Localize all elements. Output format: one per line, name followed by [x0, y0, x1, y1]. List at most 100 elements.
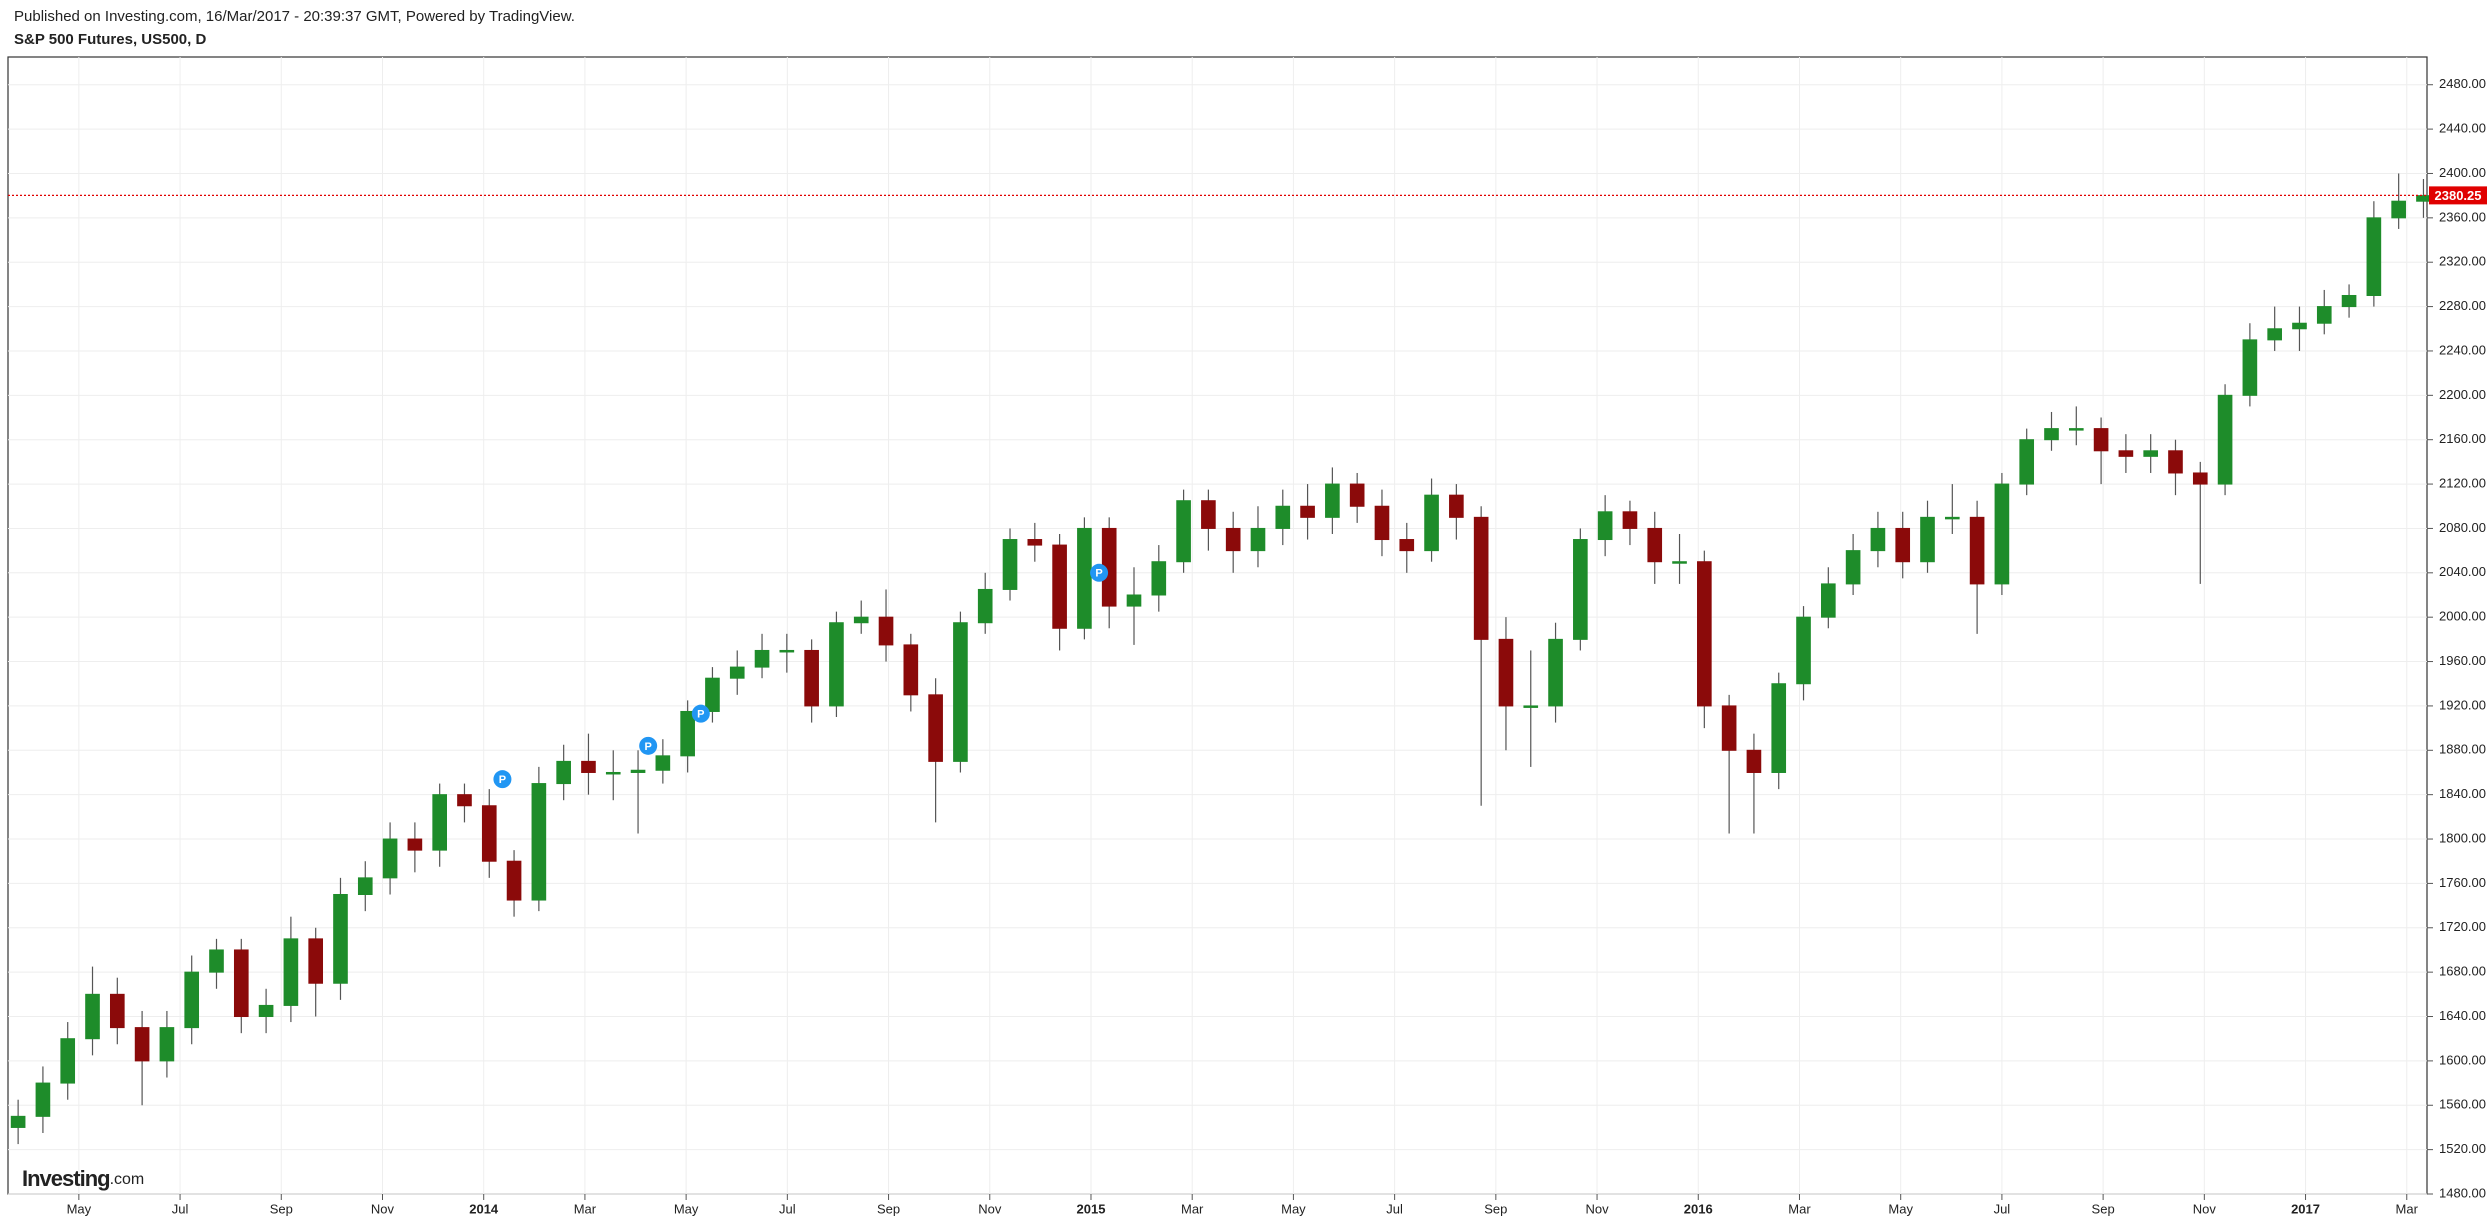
candle-body: [357, 877, 373, 895]
y-tick-label: 2040.00: [2439, 564, 2486, 579]
candle-body: [2366, 217, 2382, 296]
candle-body: [2341, 294, 2357, 308]
candle-body: [1672, 561, 1687, 564]
last-price-label: 2380.25: [2435, 188, 2482, 203]
candle-body: [159, 1027, 175, 1062]
candle-body: [258, 1004, 274, 1018]
candle-body: [134, 1027, 150, 1062]
marker-label: P: [645, 741, 652, 753]
y-tick-label: 2120.00: [2439, 476, 2486, 491]
candle-body: [1325, 483, 1340, 518]
x-tick-label: Mar: [1788, 1201, 1811, 1216]
candle-body: [2019, 439, 2035, 485]
candle-body: [878, 616, 894, 646]
x-tick-label: Nov: [1585, 1201, 1609, 1216]
x-tick-label: 2017: [2291, 1201, 2320, 1216]
candle-body: [2316, 306, 2332, 324]
x-tick-label: May: [1888, 1201, 1913, 1216]
candle-body: [903, 644, 919, 696]
x-tick-label: Jul: [1386, 1201, 1403, 1216]
candle-body: [1399, 539, 1415, 552]
y-tick-label: 2280.00: [2439, 298, 2486, 313]
candle-body: [1622, 511, 1638, 529]
candle-body: [233, 949, 249, 1018]
candle-body: [1225, 527, 1241, 552]
x-tick-label: May: [674, 1201, 699, 1216]
candle-body: [1944, 516, 1960, 520]
candle-body: [1176, 500, 1191, 563]
candle-body: [1870, 527, 1886, 552]
y-tick-label: 1720.00: [2439, 919, 2486, 934]
chart-title: S&P 500 Futures, US500, D: [14, 31, 206, 48]
logo-main: Investing: [22, 1166, 110, 1191]
x-tick-label: Sep: [2092, 1201, 2115, 1216]
y-tick-label: 1640.00: [2439, 1008, 2486, 1023]
candle-body: [184, 971, 200, 1029]
candle-body: [729, 666, 745, 679]
y-tick-label: 1920.00: [2439, 697, 2486, 712]
y-tick-label: 2320.00: [2439, 254, 2486, 269]
candle-body: [1151, 561, 1167, 596]
x-tick-label: Nov: [978, 1201, 1002, 1216]
candle-body: [10, 1115, 26, 1128]
y-tick-label: 1520.00: [2439, 1141, 2486, 1156]
x-tick-label: 2016: [1684, 1201, 1713, 1216]
y-tick-label: 2080.00: [2439, 520, 2486, 535]
y-tick-label: 1840.00: [2439, 786, 2486, 801]
x-tick-label: Sep: [270, 1201, 293, 1216]
candle-body: [705, 677, 720, 712]
candle-body: [2093, 428, 2109, 452]
y-tick-label: 2480.00: [2439, 76, 2486, 91]
x-tick-label: May: [1281, 1201, 1306, 1216]
x-tick-label: Mar: [2396, 1201, 2419, 1216]
logo-suffix: .com: [110, 1171, 145, 1188]
candle-body: [1895, 527, 1911, 563]
candle-body: [804, 649, 819, 707]
candle-body: [655, 755, 671, 771]
candle-body: [2267, 328, 2282, 341]
y-tick-label: 1560.00: [2439, 1097, 2486, 1112]
candle-body: [2192, 472, 2208, 485]
x-tick-label: 2014: [469, 1201, 499, 1216]
candle-body: [1796, 616, 1811, 685]
candle-body: [977, 588, 993, 624]
x-tick-label: Jul: [1994, 1201, 2011, 1216]
candle-body: [1449, 494, 1464, 518]
x-tick-label: Nov: [371, 1201, 395, 1216]
y-tick-label: 1680.00: [2439, 964, 2486, 979]
candle-body: [2143, 450, 2159, 457]
candle-body: [928, 694, 943, 762]
candle-body: [754, 649, 770, 668]
y-tick-label: 2160.00: [2439, 431, 2486, 446]
candle-body: [953, 622, 968, 762]
candle-body: [1201, 500, 1216, 529]
y-tick-label: 2000.00: [2439, 609, 2486, 624]
marker: [493, 770, 512, 789]
candle-body: [630, 769, 646, 773]
candle-body: [779, 649, 795, 653]
x-tick-label: Sep: [1484, 1201, 1507, 1216]
candle-body: [308, 938, 324, 984]
candle-body: [1821, 583, 1836, 618]
candle-body: [283, 938, 299, 1006]
last-price-box: [2429, 186, 2487, 205]
candle-body: [556, 760, 571, 785]
published-note: Published on Investing.com, 16/Mar/2017 …: [14, 8, 575, 25]
candle-body: [1573, 539, 1588, 640]
candle-body: [531, 783, 547, 901]
candle-body: [2242, 339, 2258, 396]
x-tick-label: Jul: [779, 1201, 796, 1216]
y-tick-label: 1480.00: [2439, 1185, 2486, 1200]
candle-body: [109, 993, 125, 1029]
candle-body: [1746, 749, 1762, 773]
candle-body: [407, 838, 423, 851]
marker-label: P: [1095, 568, 1102, 580]
candle-body: [85, 993, 100, 1040]
y-tick-label: 2200.00: [2439, 387, 2486, 402]
candle-body: [1002, 539, 1018, 590]
candle-body: [2391, 200, 2406, 219]
y-tick-label: 2440.00: [2439, 121, 2486, 136]
candle-body: [1126, 594, 1142, 607]
x-tick-label: Mar: [574, 1201, 597, 1216]
